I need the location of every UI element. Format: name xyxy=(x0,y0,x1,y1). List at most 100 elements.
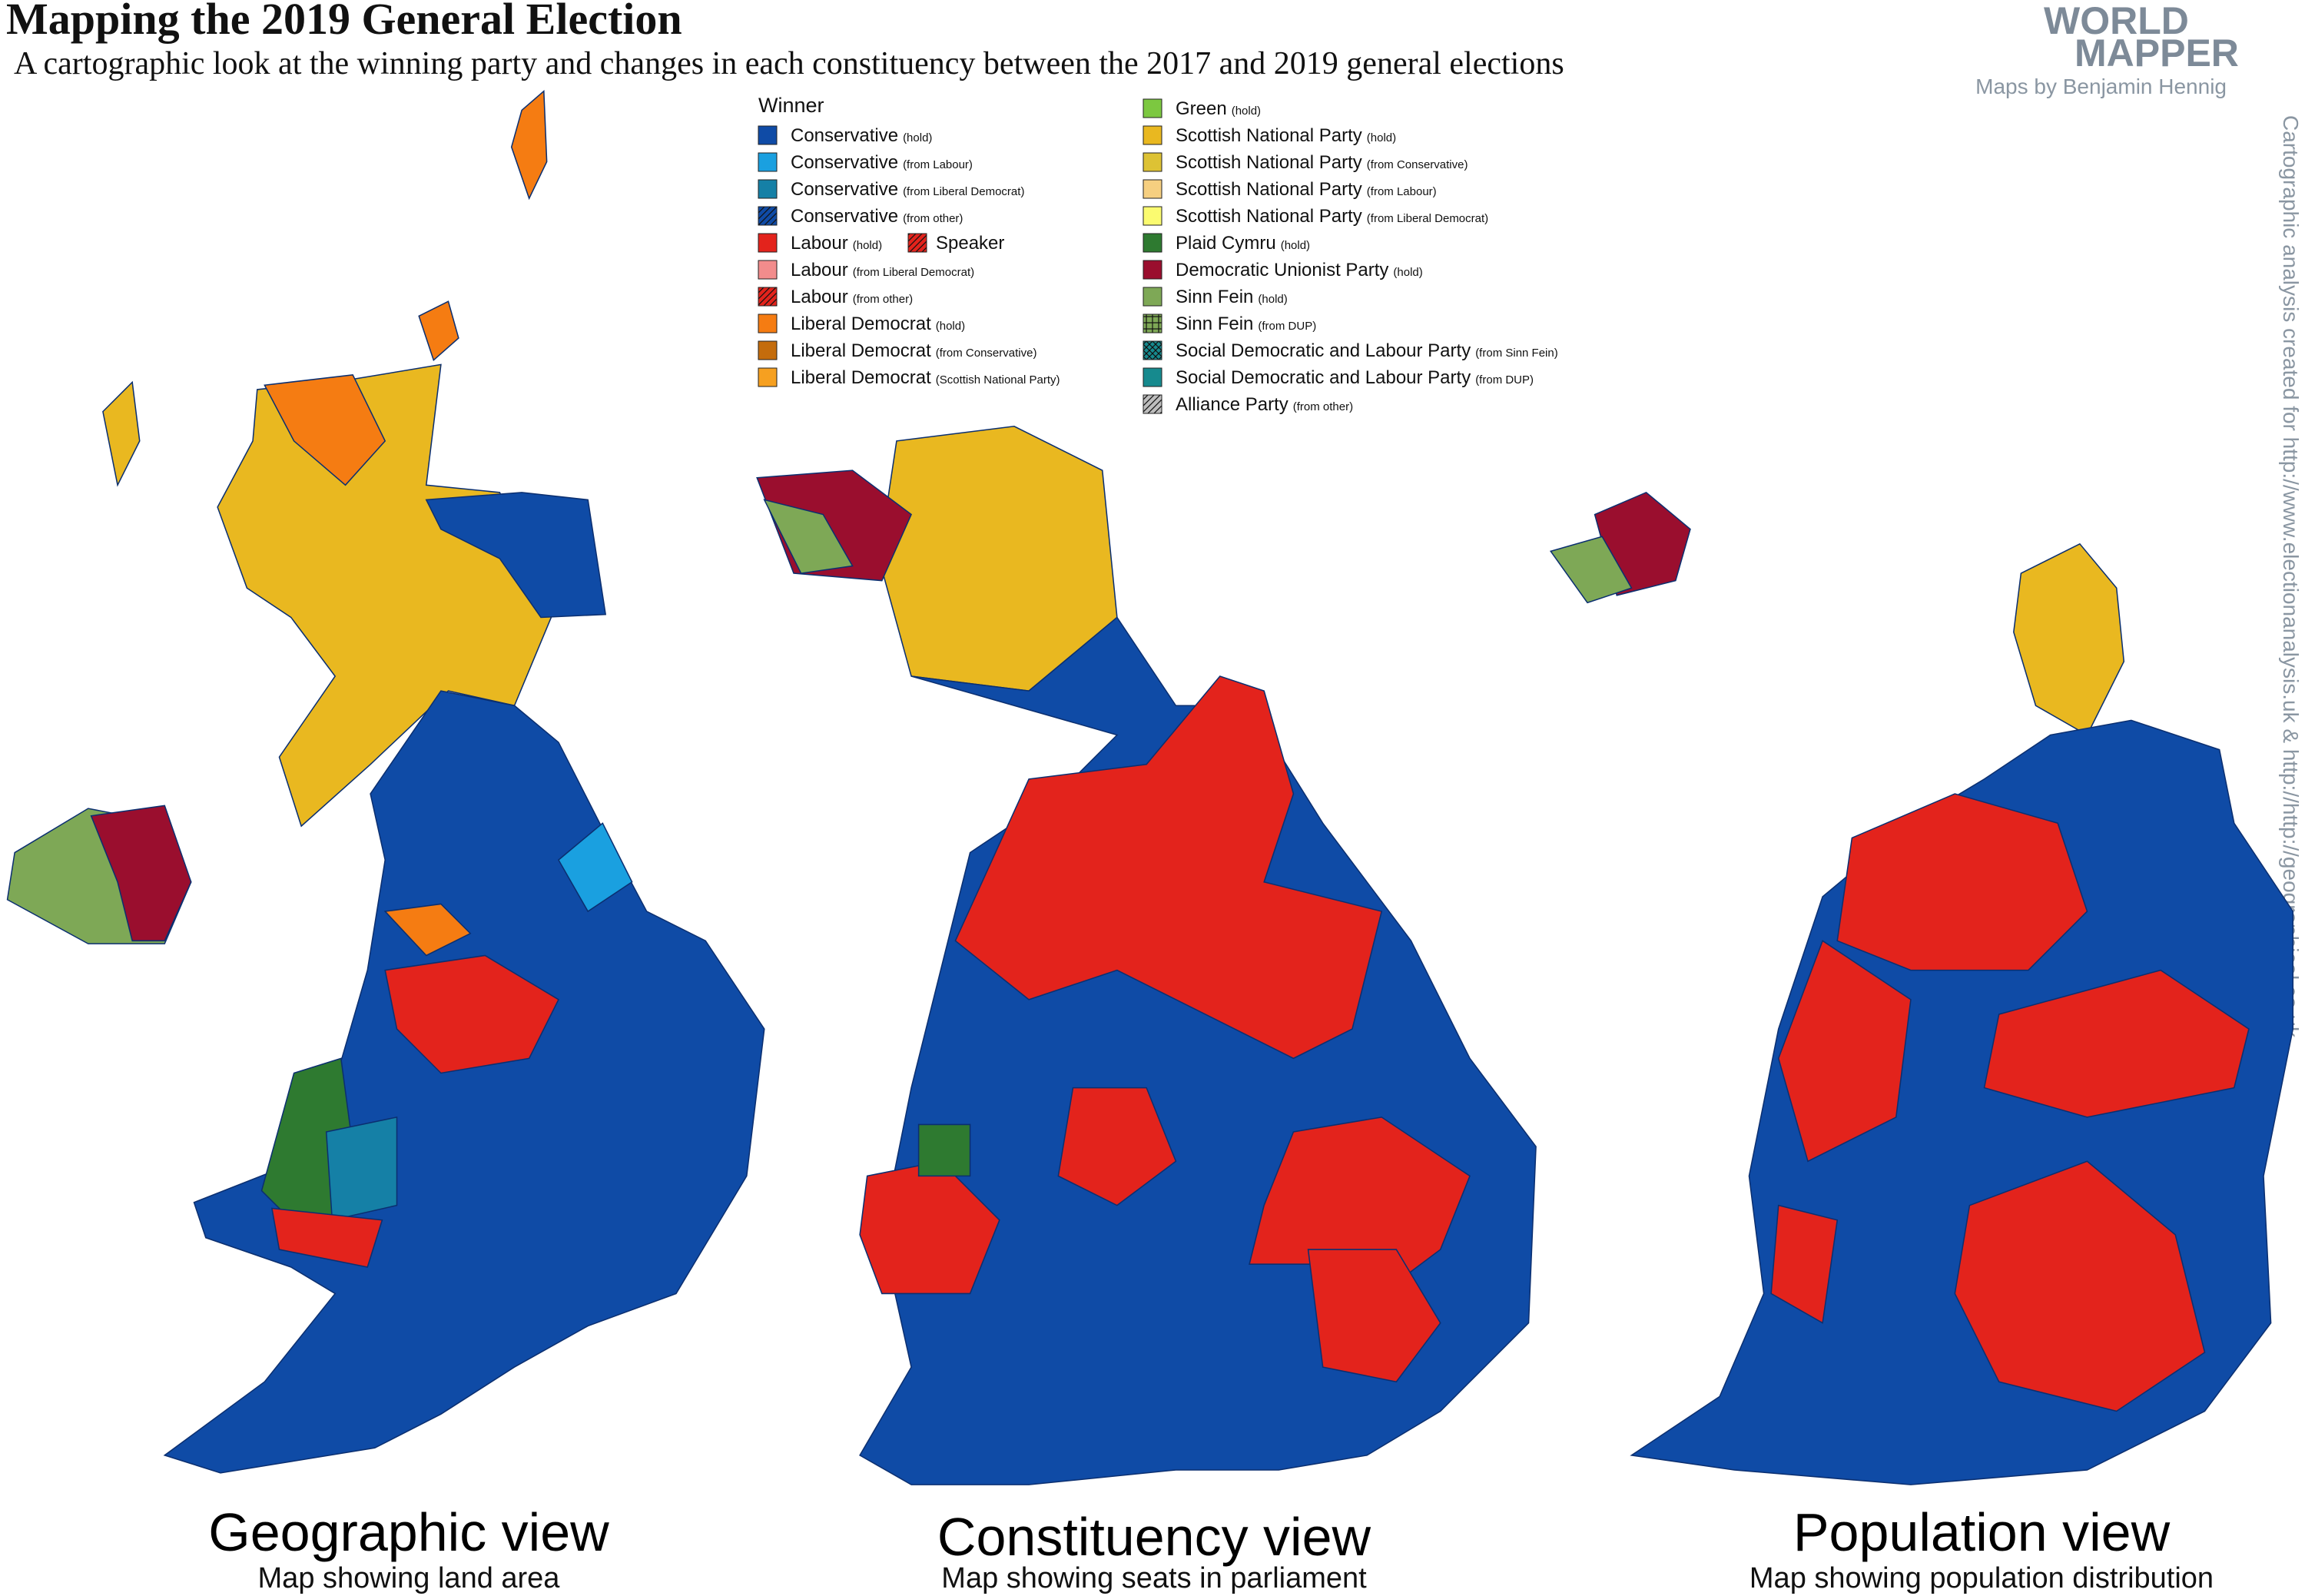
legend-swatch xyxy=(758,152,778,172)
legend-swatch xyxy=(1143,233,1162,253)
legend-name: Social Democratic and Labour Party xyxy=(1176,340,1471,361)
legend-qualifier: (Scottish National Party) xyxy=(936,373,1060,387)
view-title: Constituency view xyxy=(937,1507,1371,1567)
constituency-map xyxy=(756,425,1537,1485)
legend-name: Liberal Democrat xyxy=(791,314,931,334)
legend-title: Winner xyxy=(758,94,824,117)
legend-swatch xyxy=(1143,206,1162,226)
legend-name: Sinn Fein xyxy=(1176,314,1253,334)
legend-qualifier: (hold) xyxy=(1281,239,1310,252)
legend-name: Democratic Unionist Party xyxy=(1176,260,1388,280)
legend-qualifier: (from Labour) xyxy=(903,158,973,171)
view-title: Population view xyxy=(1793,1502,2171,1562)
legend-label: Labour (from Liberal Democrat) xyxy=(791,260,974,280)
legend-label: Scottish National Party (hold) xyxy=(1176,125,1396,146)
legend-name: Labour xyxy=(791,287,848,307)
legend-name: Green xyxy=(1176,98,1227,119)
legend-qualifier: (from DUP) xyxy=(1475,373,1534,387)
logo-top: WORLD xyxy=(2044,0,2189,42)
legend-qualifier: (from Liberal Democrat) xyxy=(903,185,1024,198)
geographic-map xyxy=(6,89,765,1474)
legend-qualifier: (from Sinn Fein) xyxy=(1475,347,1558,360)
legend-qualifier: (hold) xyxy=(853,239,882,252)
legend-label: Sinn Fein (hold) xyxy=(1176,287,1288,307)
legend-label: Conservative (from other) xyxy=(791,206,963,227)
legend-swatch xyxy=(758,233,778,253)
legend-swatch xyxy=(1143,340,1162,360)
legend-label: Sinn Fein (from DUP) xyxy=(1176,314,1316,334)
legend-name: Scottish National Party xyxy=(1176,206,1362,227)
legend-swatch xyxy=(1143,314,1162,333)
legend-label: Labour (hold) xyxy=(791,233,882,254)
legend-qualifier: (from other) xyxy=(903,212,963,225)
logo-bottom: MAPPER xyxy=(2074,32,2239,75)
subtitle: A cartographic look at the winning party… xyxy=(14,46,1564,81)
legend-label: Liberal Democrat (Scottish National Party… xyxy=(791,367,1060,388)
legend-name: Sinn Fein xyxy=(1176,287,1253,307)
legend-name: Conservative xyxy=(791,179,898,200)
view-title: Geographic view xyxy=(208,1502,609,1562)
legend-label: Plaid Cymru (hold) xyxy=(1176,233,1310,254)
legend-name: Alliance Party xyxy=(1176,394,1288,415)
legend-label: Alliance Party (from other) xyxy=(1176,394,1353,415)
legend-qualifier: (from Liberal Democrat) xyxy=(1367,212,1488,225)
legend-name: Conservative xyxy=(791,152,898,173)
legend-name: Labour xyxy=(791,233,848,254)
legend-label: Scottish National Party (from Liberal Dem… xyxy=(1176,206,1488,227)
legend-qualifier: (from other) xyxy=(1293,400,1353,413)
title: Mapping the 2019 General Election xyxy=(6,0,682,44)
legend-label: Social Democratic and Labour Party (from … xyxy=(1176,367,1534,388)
legend-name: Conservative xyxy=(791,125,898,146)
legend-label: Conservative (hold) xyxy=(791,125,932,146)
population-map xyxy=(1549,491,2294,1485)
legend: Winner Conservative (hold) Conservative (fr… xyxy=(758,94,1558,415)
legend-swatch xyxy=(1143,287,1162,307)
view-subtitle: Map showing land area xyxy=(258,1562,561,1594)
legend-qualifier: (from Conservative) xyxy=(1367,158,1468,171)
legend-name: Conservative xyxy=(791,206,898,227)
legend-swatch xyxy=(758,367,778,387)
legend-qualifier: (from other) xyxy=(853,293,913,306)
legend-swatch xyxy=(758,260,778,280)
legend-label: Social Democratic and Labour Party (from … xyxy=(1176,340,1558,361)
legend-swatch xyxy=(758,287,778,307)
legend-label: Scottish National Party (from Conservativ… xyxy=(1176,152,1468,173)
view-subtitle: Map showing seats in parliament xyxy=(941,1562,1367,1594)
view-subtitle: Map showing population distribution xyxy=(1749,1562,2214,1594)
legend-swatch xyxy=(1143,98,1162,118)
legend-swatch xyxy=(758,179,778,199)
legend-label: Democratic Unionist Party (hold) xyxy=(1176,260,1423,280)
legend-swatch xyxy=(758,340,778,360)
credit: Maps by Benjamin Hennig xyxy=(1975,75,2227,98)
legend-label: Speaker xyxy=(936,233,1004,254)
side-note: Cartographic analysis created for http:/… xyxy=(2279,115,2303,1038)
legend-qualifier: (hold) xyxy=(903,131,932,144)
legend-swatch xyxy=(758,206,778,226)
legend-swatch xyxy=(1143,367,1162,387)
legend-name: Liberal Democrat xyxy=(791,367,931,388)
legend-qualifier: (from Labour) xyxy=(1367,185,1437,198)
legend-label: Scottish National Party (from Labour) xyxy=(1176,179,1437,200)
legend-qualifier: (hold) xyxy=(1393,266,1422,279)
legend-name: Scottish National Party xyxy=(1176,179,1362,200)
legend-qualifier: (from DUP) xyxy=(1258,320,1316,333)
legend-name: Liberal Democrat xyxy=(791,340,931,361)
legend-swatch xyxy=(1143,260,1162,280)
legend-qualifier: (hold) xyxy=(1258,293,1287,306)
legend-name: Social Democratic and Labour Party xyxy=(1176,367,1471,388)
legend-qualifier: (from Conservative) xyxy=(936,347,1037,360)
legend-name: Plaid Cymru xyxy=(1176,233,1276,254)
legend-qualifier: (hold) xyxy=(1232,105,1261,118)
legend-swatch xyxy=(1143,394,1162,414)
legend-qualifier: (hold) xyxy=(936,320,965,333)
legend-label: Conservative (from Labour) xyxy=(791,152,973,173)
legend-name: Labour xyxy=(791,260,848,280)
legend-label: Conservative (from Liberal Democrat) xyxy=(791,179,1024,200)
legend-qualifier: (hold) xyxy=(1367,131,1396,144)
legend-swatch xyxy=(1143,125,1162,145)
legend-swatch xyxy=(758,125,778,145)
legend-name: Scottish National Party xyxy=(1176,125,1362,146)
legend-qualifier: (from Liberal Democrat) xyxy=(853,266,974,279)
legend-label: Liberal Democrat (from Conservative) xyxy=(791,340,1036,361)
